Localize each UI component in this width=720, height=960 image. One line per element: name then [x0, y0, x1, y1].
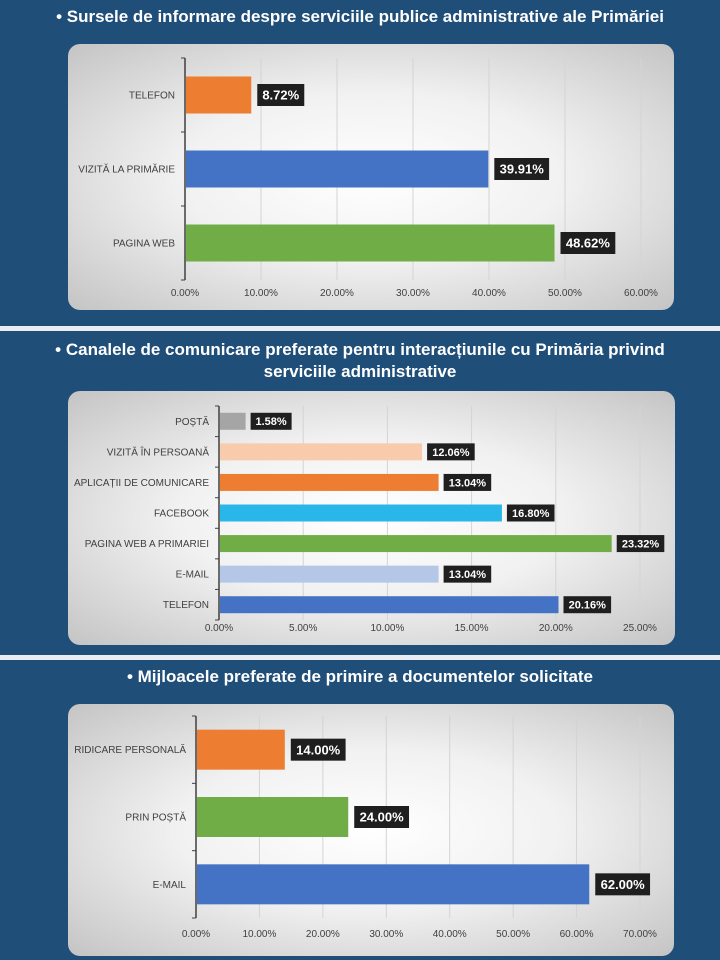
chart-panel: 0.00% 10.00% 20.00% 30.00% 40.00% 50.00% 60.00… — [68, 704, 674, 956]
category-label: VIZITĂ LA PRIMĂRIE — [78, 163, 175, 176]
bar — [220, 412, 246, 430]
x-tick-label: 10.00% — [244, 288, 278, 299]
data-label: 12.06% — [432, 447, 470, 459]
bar — [197, 864, 590, 905]
x-tick-label: 10.00% — [242, 929, 276, 940]
category-label: RIDICARE PERSONALĂ — [74, 743, 186, 756]
chart-panel: 0.00% 10.00% 20.00% 30.00% 40.00% 50.00% 60.00… — [68, 44, 674, 310]
category-label: POȘTĂ — [175, 415, 209, 428]
section-divider — [0, 326, 720, 331]
bar — [220, 504, 502, 522]
category-label: PAGINA WEB — [113, 239, 175, 250]
x-tick-label: 70.00% — [623, 929, 657, 940]
data-label: 48.62% — [566, 236, 611, 251]
data-label: 13.04% — [449, 477, 487, 489]
x-tick-label: 10.00% — [370, 623, 404, 634]
bar — [220, 596, 559, 614]
bar — [220, 473, 439, 491]
x-tick-label: 60.00% — [560, 929, 594, 940]
x-tick-label: 30.00% — [369, 929, 403, 940]
chart-panel: 0.00% 5.00% 10.00% 15.00% 20.00% 25.00% POȘTĂ 1… — [68, 391, 675, 645]
data-label-box — [290, 738, 346, 761]
data-label: 20.16% — [569, 600, 607, 612]
section-surse-informare: • Sursele de informare despre serviciile… — [0, 0, 720, 326]
category-label: PRIN POȘTĂ — [125, 811, 186, 824]
data-label-box — [506, 504, 555, 522]
x-tick-label: 40.00% — [472, 288, 506, 299]
category-label: FACEBOOK — [154, 509, 209, 520]
data-label-box — [250, 412, 292, 430]
data-label-box — [257, 84, 305, 106]
x-tick-label: 0.00% — [182, 929, 210, 940]
data-label: 1.58% — [256, 416, 287, 428]
x-tick-label: 20.00% — [306, 929, 340, 940]
x-tick-label: 20.00% — [320, 288, 354, 299]
bar — [197, 797, 349, 837]
section-title: • Mijloacele preferate de primire a docu… — [126, 667, 594, 686]
data-label-box — [354, 806, 410, 828]
bar — [220, 443, 423, 461]
data-label: 23.32% — [622, 539, 660, 551]
section-divider — [0, 655, 720, 660]
bar — [186, 76, 252, 114]
x-tick-label: 15.00% — [455, 623, 489, 634]
bar — [186, 150, 489, 188]
data-label: 62.00% — [601, 877, 646, 892]
data-label: 39.91% — [500, 162, 545, 177]
data-label: 16.80% — [512, 508, 550, 520]
section-title: • Canalele de comunicare preferate pentr… — [55, 340, 665, 359]
x-tick-label: 30.00% — [396, 288, 430, 299]
x-tick-label: 40.00% — [433, 929, 467, 940]
data-label: 24.00% — [360, 810, 405, 825]
category-label: E-MAIL — [176, 570, 210, 581]
bar — [186, 224, 555, 262]
section-title-continued: serviciile administrative — [263, 362, 457, 381]
bar — [197, 729, 285, 770]
x-tick-label: 5.00% — [289, 623, 317, 634]
data-label-box — [443, 565, 492, 583]
bar — [220, 565, 439, 583]
category-label: TELEFON — [163, 600, 209, 611]
x-tick-label: 20.00% — [539, 623, 573, 634]
category-label: TELEFON — [129, 91, 175, 102]
x-tick-label: 60.00% — [624, 288, 658, 299]
category-label: E-MAIL — [153, 880, 187, 891]
chart-mijloace-primire: 0.00% 10.00% 20.00% 30.00% 40.00% 50.00% 60.00… — [74, 715, 657, 940]
section-mijloace-primire: • Mijloacele preferate de primire a docu… — [0, 660, 720, 960]
x-tick-label: 0.00% — [205, 623, 233, 634]
data-label-box — [616, 535, 665, 553]
category-label: PAGINA WEB A PRIMARIEI — [85, 539, 209, 550]
category-label: VIZITĂ ÎN PERSOANĂ — [107, 445, 210, 458]
data-label-box — [494, 158, 550, 180]
data-label: 13.04% — [449, 569, 487, 581]
data-label-box — [560, 232, 616, 254]
x-tick-label: 50.00% — [496, 929, 530, 940]
x-tick-label: 0.00% — [171, 288, 199, 299]
data-label-box — [443, 473, 492, 491]
data-label-box — [595, 873, 651, 896]
category-label: APLICAȚII DE COMUNICARE — [74, 478, 209, 489]
data-label-box — [563, 596, 612, 614]
data-label-box — [427, 443, 475, 461]
x-tick-label: 25.00% — [623, 623, 657, 634]
x-tick-label: 50.00% — [548, 288, 582, 299]
section-canale-comunicare: • Canalele de comunicare preferate pentr… — [0, 331, 720, 655]
section-title: • Sursele de informare despre serviciile… — [56, 7, 664, 26]
bar — [220, 535, 612, 553]
chart-canale-comunicare: 0.00% 5.00% 10.00% 15.00% 20.00% 25.00% POȘTĂ 1… — [74, 405, 665, 634]
data-label: 14.00% — [296, 742, 341, 757]
data-label: 8.72% — [262, 88, 299, 103]
chart-surse-informare: 0.00% 10.00% 20.00% 30.00% 40.00% 50.00% 60.00… — [78, 57, 658, 299]
